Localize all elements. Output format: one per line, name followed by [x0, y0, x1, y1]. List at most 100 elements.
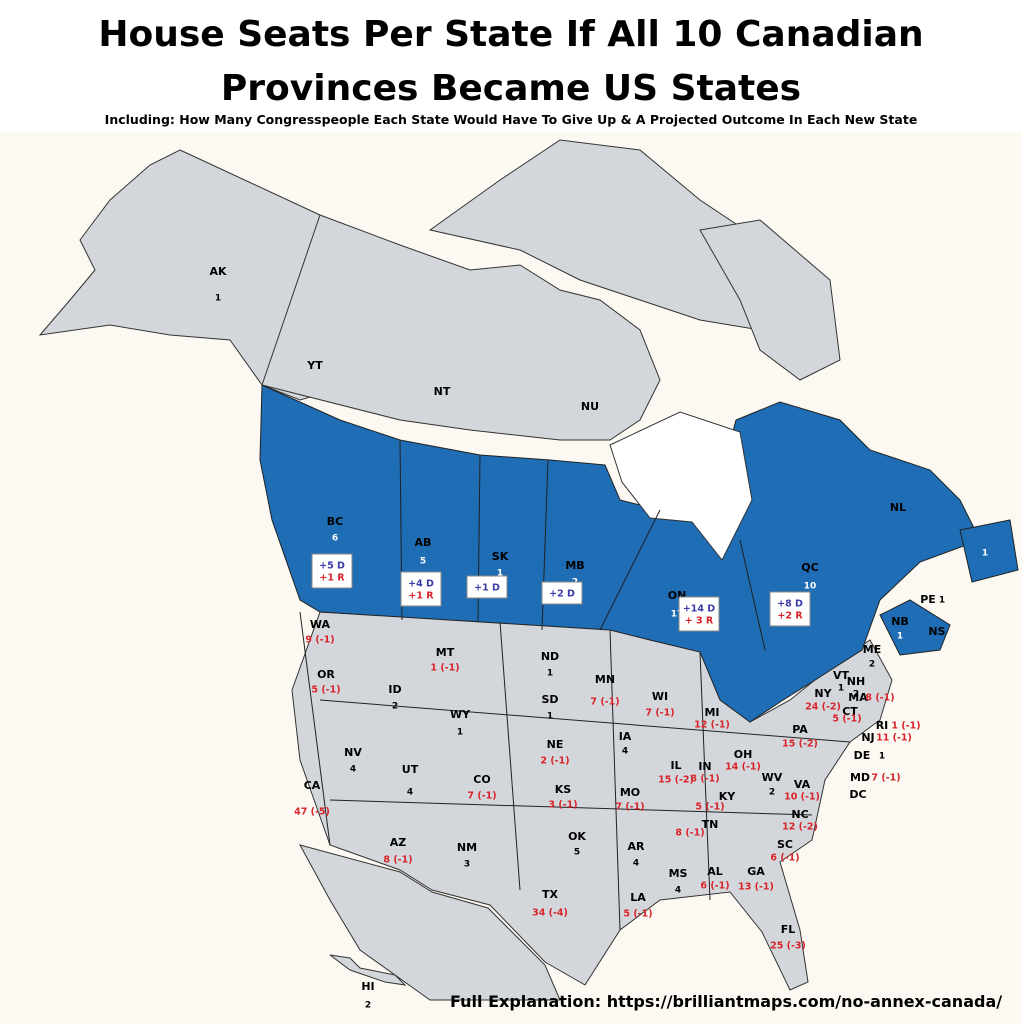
region-abbr: WV	[762, 771, 783, 784]
newfoundland	[959, 519, 1019, 583]
seat-count: 10 (-1)	[784, 792, 820, 803]
lower-48	[291, 611, 893, 991]
region-abbr: NJ	[861, 731, 874, 744]
result-box	[678, 596, 720, 632]
seat-count: 5	[574, 848, 580, 858]
region-abbr: ID	[388, 683, 401, 696]
seat-count: 5 (-1)	[695, 802, 724, 813]
region-abbr: NV	[344, 746, 362, 759]
northern-canada	[261, 214, 661, 441]
region-abbr: NB	[891, 615, 909, 628]
region-abbr: NU	[581, 400, 599, 413]
region-abbr: BC	[327, 515, 343, 528]
region-abbr: OH	[734, 748, 753, 761]
region-abbr: FL	[781, 923, 796, 936]
seat-count: 6 (-1)	[770, 853, 799, 864]
region-abbr: QC	[801, 561, 818, 574]
region-abbr: DE	[854, 749, 871, 762]
seat-count: 10	[804, 582, 817, 592]
border	[609, 629, 621, 931]
region-abbr: CO	[473, 773, 490, 786]
region-abbr: HI	[361, 980, 374, 993]
seat-count: 7 (-1)	[645, 708, 674, 719]
region-abbr: NS	[928, 625, 945, 638]
seat-count: 2 (-1)	[540, 756, 569, 767]
region-abbr: MO	[620, 786, 640, 799]
region-abbr: OR	[317, 668, 335, 681]
region-abbr: GA	[747, 865, 765, 878]
seat-count: 14 (-1)	[725, 762, 761, 773]
region-abbr: WI	[652, 690, 668, 703]
region-abbr: IL	[670, 759, 681, 772]
seat-count: 1	[457, 728, 463, 738]
result-line: + 3 R	[685, 616, 714, 627]
seat-count: 7 (-1)	[590, 697, 619, 708]
region-abbr: RI	[876, 719, 889, 732]
region-abbr: TX	[542, 888, 559, 901]
seat-count: 1	[982, 549, 988, 559]
seat-count: 4	[622, 747, 628, 757]
region-abbr: AZ	[390, 836, 407, 849]
seat-count: 17	[671, 610, 684, 620]
border	[319, 699, 851, 743]
region-abbr: MT	[436, 646, 455, 659]
hudson-bay	[609, 411, 753, 561]
seat-count: 9 (-1)	[305, 635, 334, 646]
seat-count: 8 (-1)	[690, 774, 719, 785]
mexico	[299, 844, 561, 1001]
seat-count: 1	[838, 684, 844, 694]
region-abbr: NY	[814, 687, 832, 700]
subtitle: Including: How Many Congresspeople Each …	[104, 112, 918, 127]
result-line: +1 D	[474, 583, 500, 594]
border	[699, 651, 711, 901]
seat-count: 1	[215, 294, 221, 304]
result-box	[541, 581, 583, 605]
seat-count: 15 (-2)	[658, 775, 694, 786]
region-abbr: KY	[719, 790, 737, 803]
title: House Seats Per State If All 10 Canadian…	[98, 14, 924, 109]
result-line: +1 R	[319, 573, 345, 584]
region-abbr: ND	[541, 650, 559, 663]
result-line: +8 D	[777, 599, 803, 610]
region-abbr: IA	[619, 730, 632, 743]
seat-count: 7 (-1)	[871, 773, 900, 784]
region-abbr: MD	[850, 771, 870, 784]
seat-count: 1	[897, 632, 903, 642]
border	[499, 621, 521, 891]
land	[38, 139, 1019, 1001]
region-abbr: WY	[450, 708, 471, 721]
seat-count: 4	[350, 765, 356, 775]
region-abbr: CT	[842, 705, 858, 718]
region-abbr: MB	[565, 559, 584, 572]
seat-count: 8 (-1)	[865, 693, 894, 704]
seat-count: 1	[547, 712, 553, 722]
seat-count: 5	[420, 557, 426, 567]
result-box	[311, 553, 353, 589]
region-abbr: SC	[777, 838, 793, 851]
region-abbr: NM	[457, 841, 477, 854]
seat-count: 13 (-1)	[738, 882, 774, 893]
seat-count: 2	[769, 788, 775, 798]
region-abbr: MN	[595, 673, 615, 686]
seat-count: 1 (-1)	[891, 721, 920, 732]
region-abbr: KS	[555, 783, 572, 796]
result-line: +4 D	[408, 579, 434, 590]
region-abbr: ME	[863, 643, 881, 656]
seat-count: 12 (-1)	[694, 720, 730, 731]
result-box	[400, 571, 442, 607]
border	[599, 509, 661, 631]
seat-count: 2	[853, 690, 859, 700]
region-abbr: MI	[704, 706, 719, 719]
region-abbr: OK	[568, 830, 586, 843]
region-abbr: UT	[402, 763, 419, 776]
seat-count: 34 (-4)	[532, 908, 568, 919]
region-abbr: IN	[698, 760, 711, 773]
region-abbr: NH	[847, 675, 865, 688]
region-abbr: PE	[920, 593, 936, 606]
region-abbr: MS	[669, 867, 688, 880]
seat-count: 4	[407, 788, 413, 798]
seat-count: 3	[464, 860, 470, 870]
